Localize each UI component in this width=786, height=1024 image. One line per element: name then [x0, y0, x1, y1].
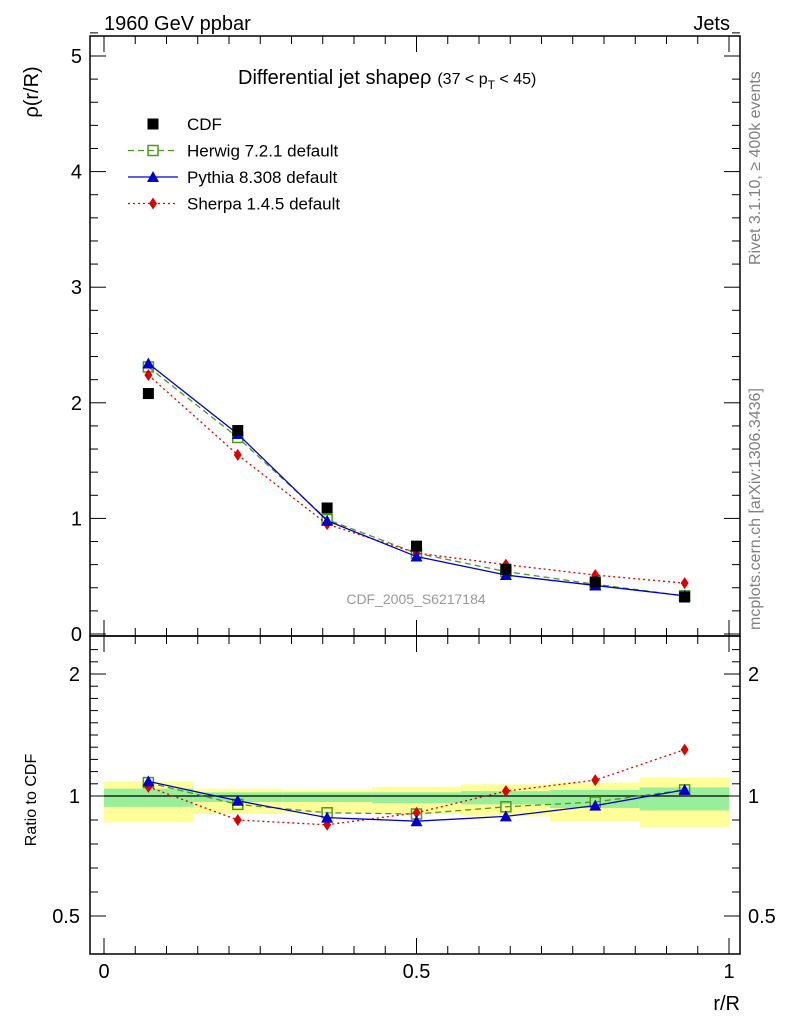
data-point	[233, 448, 242, 461]
legend: CDF Herwig 7.2.1 default Pythia 8.308 defa…	[128, 115, 340, 214]
main-title-sub: T	[488, 78, 496, 92]
ratio-data-point	[680, 743, 689, 756]
ratio-panel: Ratio to CDF r/R 0.5 0.5 1 1 2 2 0 0.5 1	[23, 635, 776, 1015]
main-title: Differential jet shapeρ (37 < pT < 45)	[238, 67, 536, 92]
series-2	[142, 357, 691, 601]
data-point	[142, 357, 155, 369]
ratio-series-1	[142, 775, 691, 827]
ratio-data-point	[410, 815, 423, 827]
band-inner	[282, 792, 373, 802]
y-tick-label: 0	[71, 624, 82, 646]
data-point	[680, 577, 689, 590]
legend-label: Pythia 8.308 default	[187, 168, 338, 187]
main-title-suffix: (37 < p	[437, 71, 487, 88]
band-inner	[372, 792, 461, 804]
ratio-data-point	[142, 775, 155, 787]
ratio-y-tick-label-right: 0.5	[748, 906, 776, 928]
legend-label: Herwig 7.2.1 default	[187, 142, 338, 161]
ratio-y-tick-label: 1	[69, 786, 80, 808]
legend-marker	[147, 171, 159, 182]
data-point	[321, 514, 334, 526]
ratio-series-2	[144, 743, 689, 831]
data-point	[411, 540, 422, 552]
x-tick-label: 1	[723, 961, 734, 983]
ratio-data-point	[589, 799, 602, 811]
ratio-frame	[89, 635, 741, 955]
main-ylabel: ρ(r/R)	[21, 66, 43, 117]
ratio-y-tick-label: 2	[69, 664, 80, 686]
data-point	[144, 369, 153, 382]
watermark: CDF_2005_S6217184	[346, 591, 486, 607]
data-point	[232, 425, 244, 437]
series-0	[142, 388, 691, 603]
main-title-text: Differential jet shapeρ	[238, 67, 431, 89]
ratio-data-point	[231, 794, 244, 806]
data-point	[500, 563, 512, 575]
main-title-end: < 45)	[495, 71, 536, 88]
xlabel: r/R	[713, 993, 740, 1015]
ratio-data-point	[233, 814, 242, 826]
ratio-data-point	[678, 783, 691, 795]
ratio-data-point	[412, 806, 421, 819]
ratio-data-point	[501, 785, 510, 798]
y-tick-label: 2	[71, 393, 82, 415]
band-inner	[639, 787, 729, 811]
ratio-data-point	[321, 811, 334, 823]
x-tick-label: 0	[98, 961, 109, 983]
band-inner	[460, 791, 551, 805]
ratio-y-tick-label: 0.5	[52, 906, 80, 928]
header-right: Jets	[693, 13, 730, 35]
legend-marker	[147, 118, 159, 130]
legend-label: Sherpa 1.4.5 default	[187, 195, 340, 214]
main-panel: Differential jet shapeρ (37 < pT < 45) ρ(…	[21, 32, 741, 646]
ratio-data-point	[591, 774, 600, 787]
band-inner	[104, 788, 194, 807]
x-tick-label: 0.5	[403, 961, 431, 983]
y-tick-label: 3	[71, 277, 82, 299]
ratio-data-point	[499, 810, 512, 822]
band-inner	[550, 789, 640, 808]
ratio-y-tick-label-right: 1	[748, 786, 759, 808]
y-tick-label: 1	[71, 508, 82, 530]
data-point	[142, 388, 154, 400]
data-point	[321, 502, 333, 514]
mcplots-label: mcplots.cern.ch [arXiv:1306.3436]	[747, 388, 764, 630]
rivet-label: Rivet 3.1.10, ≥ 400k events	[747, 71, 764, 265]
header-left: 1960 GeV ppbar	[104, 13, 251, 35]
y-tick-label: 5	[71, 46, 82, 68]
legend-label: CDF	[187, 115, 222, 134]
ratio-y-tick-label-right: 2	[748, 664, 759, 686]
legend-marker	[149, 197, 157, 210]
ratio-ylabel: Ratio to CDF	[23, 754, 40, 847]
series-1	[142, 361, 691, 602]
y-tick-label: 4	[71, 162, 82, 184]
legend-marker	[147, 144, 159, 157]
data-point	[589, 576, 601, 588]
data-point	[679, 591, 691, 603]
data-point	[410, 550, 423, 562]
